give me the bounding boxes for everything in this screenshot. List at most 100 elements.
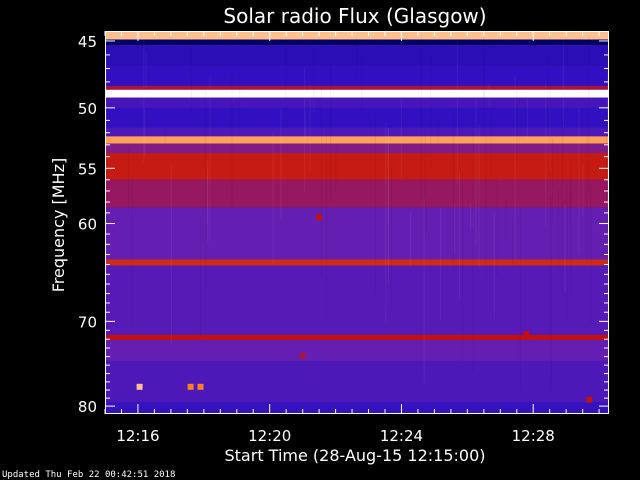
texture-streak <box>207 169 209 242</box>
hot-spot-2 <box>197 383 204 390</box>
texture-streak <box>566 184 568 319</box>
footer-updated: Updated Thu Feb 22 00:42:51 2018 <box>2 470 175 480</box>
texture-streak <box>325 124 327 317</box>
texture-streak <box>472 133 474 213</box>
y-tick-label: 55 <box>78 160 97 178</box>
texture-streak <box>439 208 441 321</box>
texture-streak <box>164 124 166 146</box>
texture-streak <box>320 87 322 277</box>
texture-streak <box>472 200 474 373</box>
texture-streak <box>475 95 477 246</box>
frequency-band-18 <box>105 360 609 403</box>
y-axis-label: Frequency [MHz] <box>49 158 68 292</box>
x-tick-label: 12:16 <box>116 427 159 445</box>
texture-streak <box>199 216 201 339</box>
frequency-band-15 <box>105 265 609 335</box>
x-tick-label: 12:24 <box>380 427 423 445</box>
texture-streak <box>558 188 559 270</box>
texture-streak <box>361 54 363 113</box>
hot-spot-1 <box>187 383 194 390</box>
texture-streak <box>459 171 461 300</box>
texture-streak <box>388 128 389 285</box>
frequency-band-13 <box>105 207 609 260</box>
frequency-band-19 <box>105 402 609 414</box>
texture-streak <box>549 76 551 164</box>
texture-streak <box>131 178 133 325</box>
texture-streak <box>469 203 471 230</box>
texture-streak <box>483 55 485 136</box>
texture-streak <box>239 73 241 132</box>
frequency-band-12 <box>105 179 609 208</box>
texture-streak <box>493 212 495 319</box>
texture-streak <box>586 135 588 262</box>
texture-streak <box>144 108 146 157</box>
texture-streak <box>127 148 129 209</box>
texture-streak <box>547 53 549 129</box>
texture-streak <box>505 199 507 240</box>
texture-streak <box>512 217 513 265</box>
x-axis-label: Start Time (28-Aug-15 12:15:00) <box>225 446 486 465</box>
texture-streak <box>313 48 315 111</box>
texture-streak <box>285 46 287 128</box>
texture-streak <box>309 85 311 171</box>
texture-streak <box>280 108 282 219</box>
texture-streak <box>563 41 565 128</box>
hot-spot-3 <box>316 214 323 221</box>
frequency-band-2 <box>105 45 609 66</box>
texture-streak <box>552 138 553 222</box>
hot-spot-0 <box>136 383 143 390</box>
y-tick-label: 50 <box>78 100 97 118</box>
texture-streak <box>375 115 377 293</box>
texture-streak <box>490 111 492 177</box>
x-tick-label: 12:20 <box>248 427 291 445</box>
frequency-band-10 <box>105 143 609 154</box>
texture-streak <box>514 76 516 260</box>
frequency-band-14 <box>105 259 609 266</box>
y-tick-label: 45 <box>78 33 97 51</box>
y-tick-label: 80 <box>78 398 97 416</box>
frequency-band-9 <box>105 136 609 144</box>
texture-streak <box>304 66 306 193</box>
texture-streak <box>561 118 563 294</box>
texture-streak <box>335 144 337 190</box>
texture-streak <box>550 196 552 395</box>
texture-streak <box>549 107 551 170</box>
hot-spot-5 <box>523 330 530 337</box>
frequency-band-16 <box>105 334 609 341</box>
texture-streak <box>423 198 425 384</box>
y-tick-label: 60 <box>78 216 97 234</box>
texture-streak <box>496 177 498 276</box>
texture-streak <box>488 83 490 106</box>
y-axis-ticks: 45 50 55 60 70 80 <box>78 33 609 416</box>
hot-spot-6 <box>586 396 593 403</box>
frequency-band-4 <box>105 85 609 90</box>
texture-streak <box>483 36 485 110</box>
texture-streak <box>424 129 426 241</box>
hot-spots <box>136 214 593 403</box>
texture-streak <box>607 73 609 207</box>
texture-streak <box>456 41 458 185</box>
texture-streak <box>205 90 207 289</box>
texture-streak <box>409 212 411 267</box>
frequency-bands <box>105 31 609 414</box>
texture-streak <box>516 77 518 165</box>
texture-streak <box>426 207 427 232</box>
texture-streak <box>430 56 432 167</box>
texture-streak <box>305 110 306 142</box>
texture-streak <box>569 185 571 228</box>
texture-streak <box>526 94 528 143</box>
texture-streak <box>564 204 566 292</box>
texture-streak <box>272 132 274 264</box>
texture-streak <box>209 76 211 241</box>
texture-streak <box>606 111 607 254</box>
texture-streak <box>478 124 480 269</box>
texture-streak <box>145 51 147 87</box>
frequency-band-3 <box>105 65 609 86</box>
frequency-band-1 <box>105 39 609 46</box>
frequency-band-8 <box>105 127 609 137</box>
x-axis-ticks: 12:16 12:20 12:24 12:28 <box>104 31 600 445</box>
texture-streak <box>206 160 208 224</box>
texture-streak <box>590 184 592 324</box>
plot-frame <box>105 31 609 414</box>
